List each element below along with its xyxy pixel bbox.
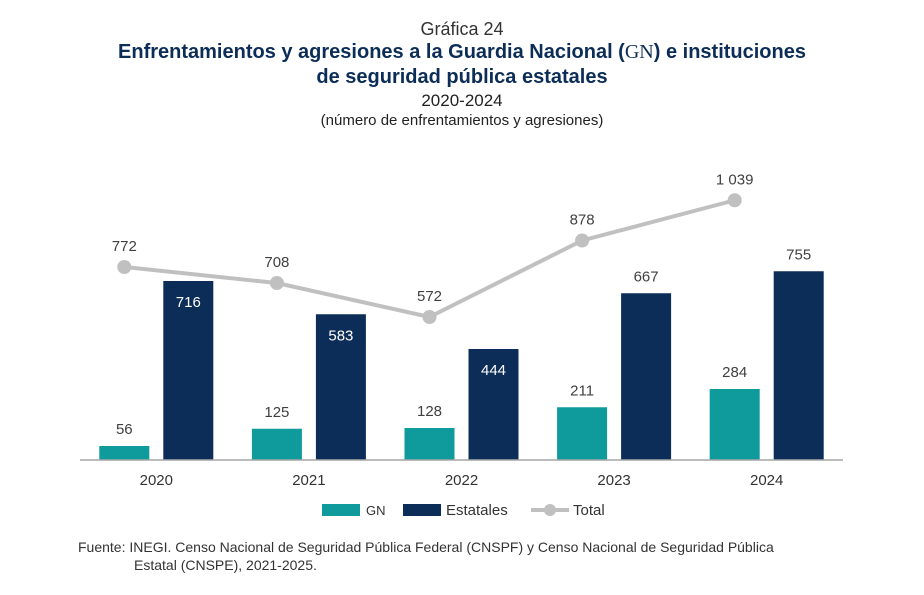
bar-gn-2020 bbox=[99, 446, 150, 460]
total-point-2023 bbox=[575, 233, 590, 248]
x-tick-label-2023: 2023 bbox=[597, 472, 630, 489]
data-label-gn-2020: 56 bbox=[116, 421, 133, 438]
source-inegi: INEGI bbox=[129, 539, 168, 555]
chart-subtitle-units: (número de enfrentamientos y agresiones) bbox=[320, 112, 604, 129]
chart-number: Gráfica 24 bbox=[420, 19, 504, 39]
data-label-gn-2023: 211 bbox=[570, 382, 594, 399]
legend-swatch-gn bbox=[322, 504, 360, 516]
data-label-estatales-2021: 583 bbox=[328, 327, 353, 344]
data-label-total-2021: 708 bbox=[264, 254, 289, 271]
total-point-2022 bbox=[422, 310, 437, 324]
bar-estatales-2020 bbox=[163, 281, 214, 460]
bar-estatales-2023 bbox=[621, 293, 672, 460]
data-label-total-2023: 878 bbox=[570, 212, 595, 229]
data-label-estatales-2022: 444 bbox=[481, 362, 506, 379]
data-label-estatales-2023: 667 bbox=[634, 268, 659, 285]
data-label-gn-2022: 128 bbox=[417, 403, 442, 420]
x-tick-label-2022: 2022 bbox=[445, 472, 478, 489]
x-tick-label-2024: 2024 bbox=[750, 472, 783, 489]
chart-title-part1: Enfrentamientos y agresiones a la Guardi… bbox=[118, 41, 625, 63]
legend-marker-total bbox=[544, 504, 556, 516]
source-text1: . Censo Nacional de Seguridad Pública Fe… bbox=[167, 539, 472, 555]
total-line-layer bbox=[117, 193, 742, 324]
source-line2: Estatal (CNSPE), 2021-2025. bbox=[78, 556, 868, 574]
bar-gn-2021 bbox=[251, 428, 302, 460]
data-label-estatales-2024: 755 bbox=[786, 246, 811, 263]
x-tick-label-2021: 2021 bbox=[292, 472, 325, 489]
legend-label-total: Total bbox=[573, 502, 605, 519]
data-label-gn-2021: 125 bbox=[264, 404, 289, 421]
bar-gn-2023 bbox=[557, 407, 608, 460]
source-note: Fuente: INEGI. Censo Nacional de Segurid… bbox=[78, 538, 868, 574]
legend: GN Estatales Total bbox=[322, 502, 605, 519]
source-cnspf: CNSPF bbox=[471, 539, 519, 555]
x-tick-label-2020: 2020 bbox=[140, 472, 173, 489]
source-text2: ) y Censo Nacional de Seguridad Pública bbox=[518, 539, 774, 555]
source-text4: ), 2021-2025. bbox=[233, 557, 317, 573]
bar-estatales-2024 bbox=[773, 271, 824, 460]
chart-title: Enfrentamientos y agresiones a la Guardi… bbox=[0, 40, 924, 90]
chart-header: Gráfica 24 Enfrentamientos y agresiones … bbox=[0, 18, 924, 130]
bar-gn-2024 bbox=[709, 389, 760, 460]
data-label-total-2024: 1 039 bbox=[716, 171, 754, 188]
chart-title-line2: de seguridad pública estatales bbox=[316, 66, 608, 88]
x-axis: 2020 2021 2022 2023 2024 bbox=[80, 459, 843, 489]
data-labels-layer: 56 716 125 583 128 444 211 667 284 755 772 708 572 87… bbox=[112, 171, 811, 438]
total-point-2021 bbox=[269, 276, 284, 290]
bar-estatales-2022 bbox=[468, 349, 519, 460]
source-cnspe: CNSPE bbox=[185, 557, 234, 573]
chart-title-part2: ) e instituciones bbox=[653, 41, 806, 63]
data-label-gn-2024: 284 bbox=[722, 364, 747, 381]
data-label-total-2022: 572 bbox=[417, 288, 442, 305]
legend-label-estatales: Estatales bbox=[446, 502, 508, 519]
bar-gn-2022 bbox=[404, 428, 455, 460]
data-label-total-2020: 772 bbox=[112, 238, 137, 255]
data-label-estatales-2020: 716 bbox=[176, 294, 201, 311]
chart-title-gn: GN bbox=[624, 41, 654, 63]
legend-swatch-estatales bbox=[403, 504, 441, 516]
total-point-2024 bbox=[727, 193, 742, 208]
legend-label-gn: GN bbox=[366, 503, 386, 518]
total-point-2020 bbox=[117, 260, 132, 274]
source-text3: Estatal ( bbox=[134, 557, 186, 573]
bar-estatales-2021 bbox=[315, 314, 366, 460]
bars-layer bbox=[99, 271, 824, 460]
chart-subtitle-years: 2020-2024 bbox=[421, 91, 503, 110]
source-prefix: Fuente: bbox=[78, 539, 130, 555]
